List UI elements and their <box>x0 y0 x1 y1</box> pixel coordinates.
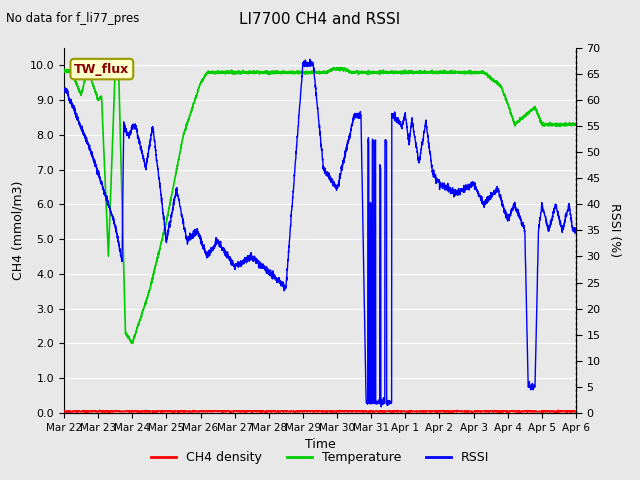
Text: TW_flux: TW_flux <box>74 62 129 75</box>
Text: LI7700 CH4 and RSSI: LI7700 CH4 and RSSI <box>239 12 401 27</box>
Y-axis label: RSSI (%): RSSI (%) <box>609 204 621 257</box>
Legend: CH4 density, Temperature, RSSI: CH4 density, Temperature, RSSI <box>146 446 494 469</box>
X-axis label: Time: Time <box>305 438 335 451</box>
Text: No data for f_li77_pres: No data for f_li77_pres <box>6 12 140 25</box>
Y-axis label: CH4 (mmol/m3): CH4 (mmol/m3) <box>11 180 24 280</box>
